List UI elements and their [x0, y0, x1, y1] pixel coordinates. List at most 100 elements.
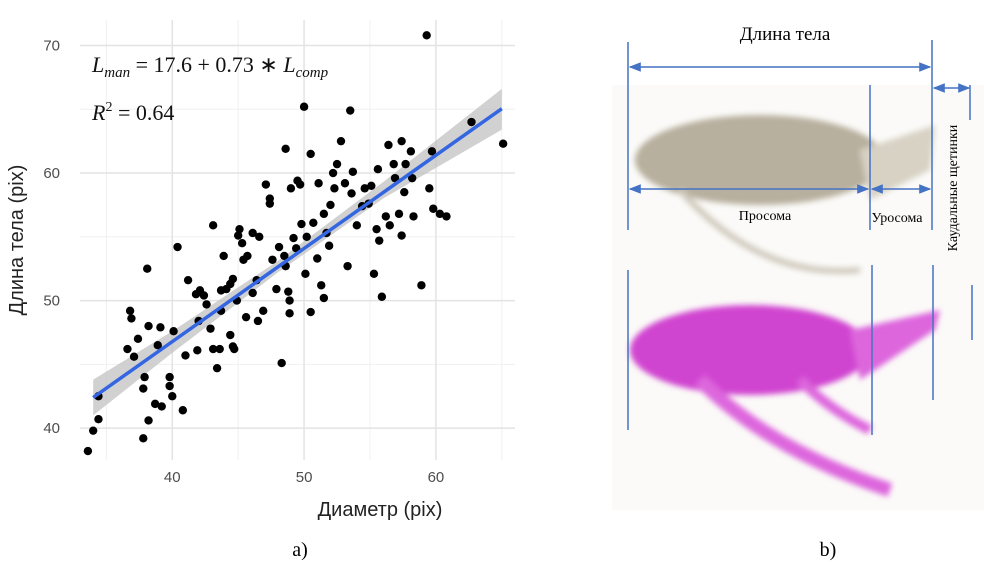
point: [314, 179, 323, 188]
point: [297, 219, 306, 229]
point: [346, 106, 355, 115]
point: [394, 209, 404, 219]
point: [435, 209, 445, 219]
x-tick-label: 40: [164, 469, 181, 486]
point: [139, 384, 148, 393]
panel-label: a): [292, 539, 308, 561]
y-axis-label: Длина тела (pix): [6, 165, 28, 316]
point: [406, 147, 416, 156]
point: [306, 149, 315, 159]
point: [332, 159, 342, 169]
y-tick-label: 50: [43, 293, 60, 310]
point: [302, 232, 311, 242]
point: [340, 179, 350, 188]
point: [385, 221, 394, 230]
point: [255, 232, 264, 242]
point: [389, 159, 398, 169]
point: [286, 184, 296, 193]
point: [381, 212, 391, 221]
point: [94, 414, 103, 424]
point: [309, 218, 318, 227]
point: [427, 147, 437, 156]
point: [243, 251, 252, 261]
point: [400, 187, 409, 197]
point: [133, 334, 143, 344]
point: [284, 287, 293, 296]
point: [274, 242, 284, 252]
point: [295, 180, 305, 189]
point: [328, 168, 338, 178]
point: [277, 358, 286, 368]
point: [150, 399, 160, 409]
point: [347, 189, 356, 198]
point: [401, 159, 410, 169]
caudal-label: Каудальные щетинки: [946, 124, 961, 251]
point: [299, 102, 309, 111]
point: [181, 351, 190, 360]
point: [237, 238, 247, 248]
point: [360, 184, 369, 193]
point: [193, 346, 202, 355]
point: [326, 200, 335, 210]
point: [241, 312, 251, 322]
point: [88, 426, 98, 435]
panel-label: b): [820, 539, 837, 561]
point: [143, 264, 152, 273]
point: [144, 416, 153, 425]
point: [140, 372, 149, 382]
point: [377, 292, 387, 301]
point: [219, 251, 228, 261]
equation: Lman = 17.6 + 0.73 ∗ Lcomp: [91, 52, 329, 81]
point: [319, 293, 329, 303]
point: [390, 173, 400, 183]
urosome-label: Уросома: [872, 211, 924, 226]
y-tick-label: 70: [43, 38, 60, 55]
point: [139, 434, 148, 443]
point: [343, 261, 352, 271]
point: [165, 381, 174, 391]
point: [373, 165, 383, 174]
organism-photo: [630, 115, 940, 497]
point: [422, 31, 431, 40]
point: [265, 199, 275, 208]
point: [372, 224, 381, 234]
point: [285, 296, 294, 305]
y-tick-label: 40: [43, 420, 60, 437]
point: [442, 212, 451, 221]
point: [215, 344, 224, 354]
point: [208, 344, 218, 354]
point: [206, 324, 215, 333]
point: [173, 242, 182, 252]
x-tick-label: 50: [296, 469, 313, 486]
regression-line: [92, 107, 503, 399]
point: [397, 231, 406, 240]
point: [324, 241, 334, 250]
point: [384, 140, 393, 150]
point: [417, 281, 426, 290]
point: [369, 269, 379, 278]
point: [259, 306, 268, 315]
point: [235, 224, 244, 234]
point: [144, 321, 153, 331]
point: [467, 117, 476, 127]
point: [83, 446, 93, 456]
point: [169, 326, 178, 336]
point: [407, 173, 417, 183]
point: [313, 254, 322, 263]
point: [348, 167, 358, 176]
point: [367, 181, 376, 190]
point: [129, 352, 139, 361]
point: [397, 136, 406, 146]
point: [183, 275, 193, 285]
point: [317, 281, 326, 290]
point: [212, 363, 222, 373]
point: [261, 180, 271, 189]
point: [208, 221, 218, 230]
point: [330, 184, 339, 193]
point: [336, 136, 346, 146]
point: [301, 269, 310, 278]
point: [153, 341, 162, 350]
point: [178, 406, 188, 415]
point: [168, 392, 177, 401]
point: [248, 228, 257, 238]
